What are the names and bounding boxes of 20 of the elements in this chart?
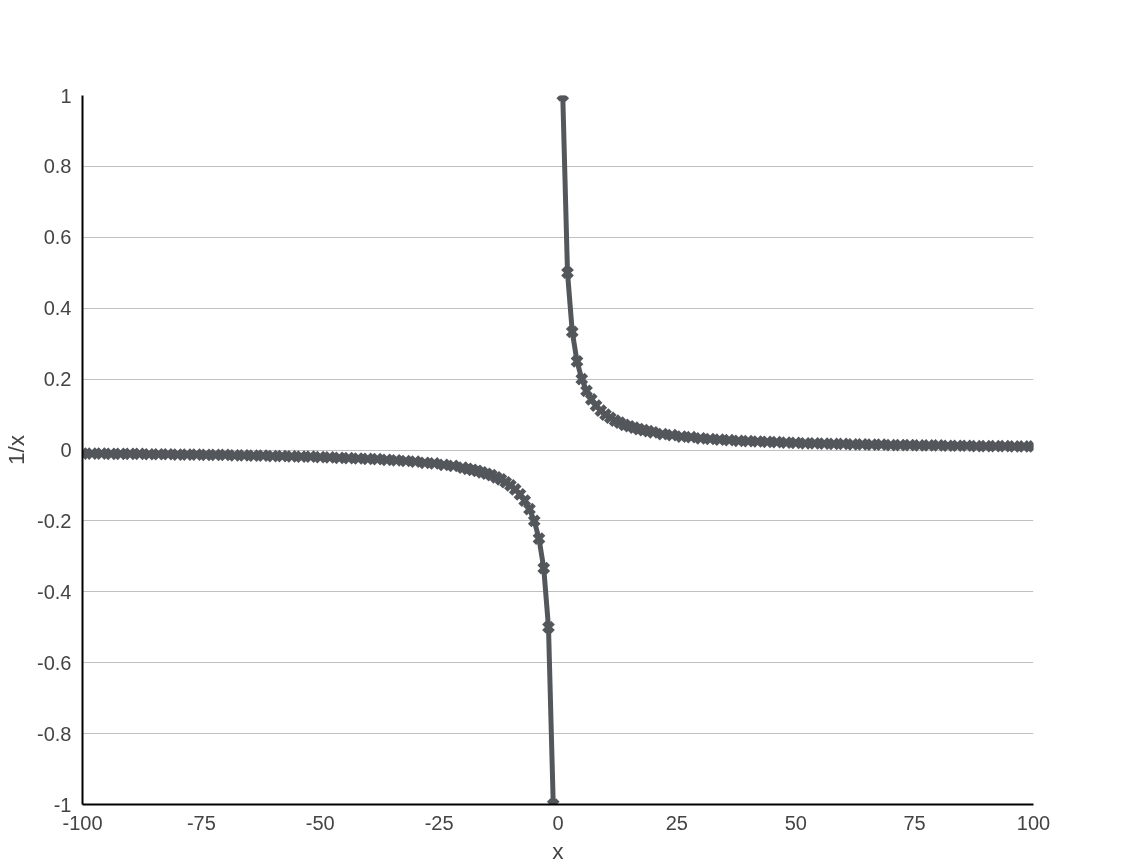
y-tick-label: -0.8 <box>37 722 72 745</box>
y-tick-label: -0.6 <box>37 651 72 674</box>
y-tick-label: -0.4 <box>37 580 72 603</box>
x-tick-label: -25 <box>424 811 454 834</box>
y-tick-label: 0.6 <box>43 226 72 249</box>
x-tick-label: 75 <box>903 811 926 834</box>
x-tick-label: 100 <box>1016 811 1051 834</box>
x-tick-label: -75 <box>186 811 216 834</box>
y-tick-label: 0.4 <box>43 297 72 320</box>
x-tick-label: 0 <box>552 811 564 834</box>
y-tick-label: -0.2 <box>37 509 72 532</box>
x-axis-title: x <box>552 837 565 864</box>
x-tick-label: 50 <box>784 811 807 834</box>
y-tick-label: 1 <box>60 84 72 107</box>
y-tick-label: 0 <box>60 439 72 461</box>
y-tick-label: 0.2 <box>43 368 72 391</box>
x-tick-label: 25 <box>665 811 688 834</box>
y-tick-label: 0.8 <box>43 155 72 178</box>
y-axis-title: 1/x <box>3 434 30 466</box>
x-tick-label: -50 <box>305 811 335 834</box>
